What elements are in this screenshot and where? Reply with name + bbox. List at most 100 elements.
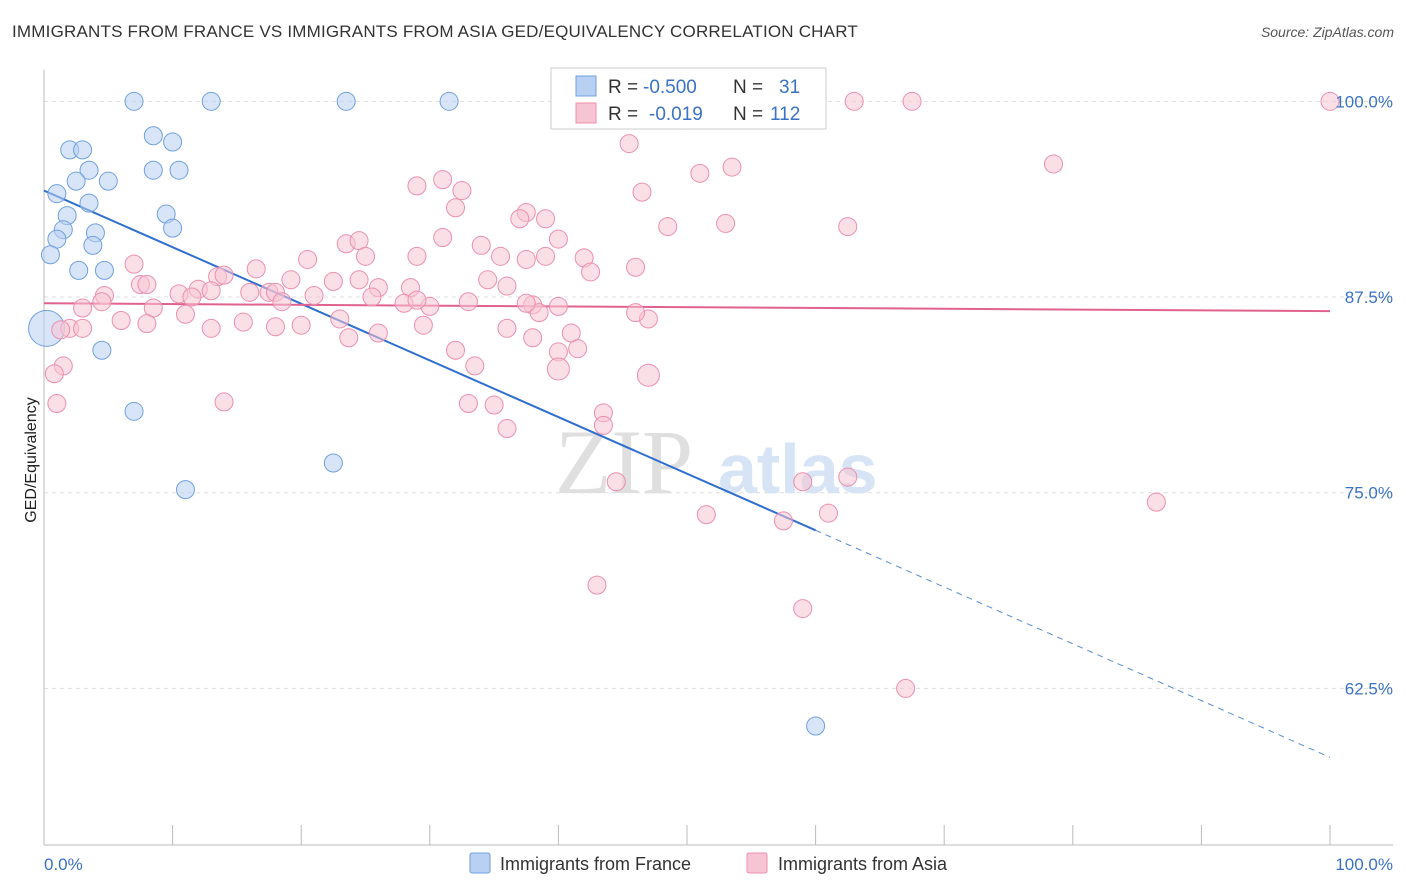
y-tick-label: 87.5%: [1345, 288, 1393, 307]
data-point: [323, 271, 343, 291]
data-point: [606, 472, 626, 492]
y-tick-label: 62.5%: [1345, 679, 1393, 698]
data-point: [716, 213, 736, 233]
data-point: [201, 91, 221, 111]
data-point: [593, 415, 613, 435]
stats-r-label-asia: R =: [608, 104, 638, 125]
stats-n-asia: 112: [770, 104, 800, 125]
data-point: [137, 274, 157, 294]
data-point: [339, 328, 359, 348]
data-point: [523, 328, 543, 348]
data-point: [465, 356, 485, 376]
data-point: [69, 260, 89, 280]
data-point: [214, 265, 234, 285]
data-point: [368, 323, 388, 343]
data-point: [1044, 154, 1064, 174]
legend-swatch-france: [469, 852, 491, 874]
data-point: [497, 318, 517, 338]
data-point: [471, 235, 491, 255]
chart-title: IMMIGRANTS FROM FRANCE VS IMMIGRANTS FRO…: [12, 22, 858, 41]
data-point: [349, 270, 369, 290]
data-point: [439, 91, 459, 111]
data-point: [896, 678, 916, 698]
data-point: [696, 505, 716, 525]
data-point: [51, 320, 71, 340]
data-point: [143, 160, 163, 180]
data-point: [169, 160, 189, 180]
data-point: [516, 249, 536, 269]
data-point: [98, 171, 118, 191]
data-point: [626, 257, 646, 277]
data-point: [632, 182, 652, 202]
data-point: [433, 228, 453, 248]
data-point: [536, 209, 556, 229]
data-point: [44, 364, 64, 384]
data-point: [124, 254, 144, 274]
data-point: [240, 282, 260, 302]
data-point: [838, 217, 858, 237]
data-point: [246, 259, 266, 279]
data-point: [722, 157, 742, 177]
data-point: [79, 160, 99, 180]
x-tick-left: 0.0%: [44, 855, 83, 874]
data-point: [548, 296, 568, 316]
data-point: [793, 599, 813, 619]
data-point: [658, 217, 678, 237]
data-point: [458, 292, 478, 312]
data-point: [233, 312, 253, 332]
data-point: [304, 285, 324, 305]
data-point: [291, 315, 311, 335]
data-point: [587, 575, 607, 595]
trend-lines: [43, 189, 1331, 758]
data-point: [536, 246, 556, 266]
data-point: [838, 467, 858, 487]
data-point: [298, 249, 318, 269]
data-point: [92, 340, 112, 360]
data-point: [83, 235, 103, 255]
data-point: [902, 91, 922, 111]
data-point: [47, 184, 67, 204]
data-point: [182, 287, 202, 307]
data-point: [844, 91, 864, 111]
watermark-zip: ZIP: [555, 411, 693, 513]
data-point: [690, 163, 710, 183]
chart-source: Source: ZipAtlas.com: [1260, 24, 1394, 40]
data-point: [546, 357, 570, 381]
data-point: [626, 303, 646, 323]
data-point: [1320, 91, 1340, 111]
stats-n-label-asia: N =: [733, 104, 763, 125]
data-point: [497, 419, 517, 439]
legend-label-france: Immigrants from France: [500, 854, 691, 874]
y-tick-labels: 100.0% 87.5% 75.0% 62.5%: [1335, 92, 1393, 698]
data-point: [619, 134, 639, 154]
data-point: [124, 91, 144, 111]
data-point: [452, 181, 472, 201]
data-point: [478, 270, 498, 290]
data-point: [806, 716, 826, 736]
data-point: [175, 480, 195, 500]
trend-line-1: [43, 302, 1331, 313]
data-point: [265, 317, 285, 337]
data-point: [407, 176, 427, 196]
data-point: [336, 91, 356, 111]
data-point: [362, 287, 382, 307]
data-point: [446, 340, 466, 360]
watermark-atlas: atlas: [718, 430, 878, 508]
data-point: [484, 395, 504, 415]
data-point: [163, 132, 183, 152]
data-point: [79, 193, 99, 213]
data-point: [636, 363, 660, 387]
stats-swatch-asia: [575, 102, 597, 124]
data-point: [73, 298, 93, 318]
data-point: [491, 246, 511, 266]
legend: Immigrants from France Immigrants from A…: [469, 852, 948, 874]
data-point: [413, 315, 433, 335]
stats-swatch-france: [575, 75, 597, 97]
x-tick-right: 100.0%: [1335, 855, 1393, 874]
gridlines: [44, 100, 1393, 689]
data-point: [214, 392, 234, 412]
trend-line-dashed-0: [815, 529, 1331, 758]
stats-n-label-france: N =: [733, 77, 763, 98]
stats-n-france: 31: [779, 77, 800, 98]
